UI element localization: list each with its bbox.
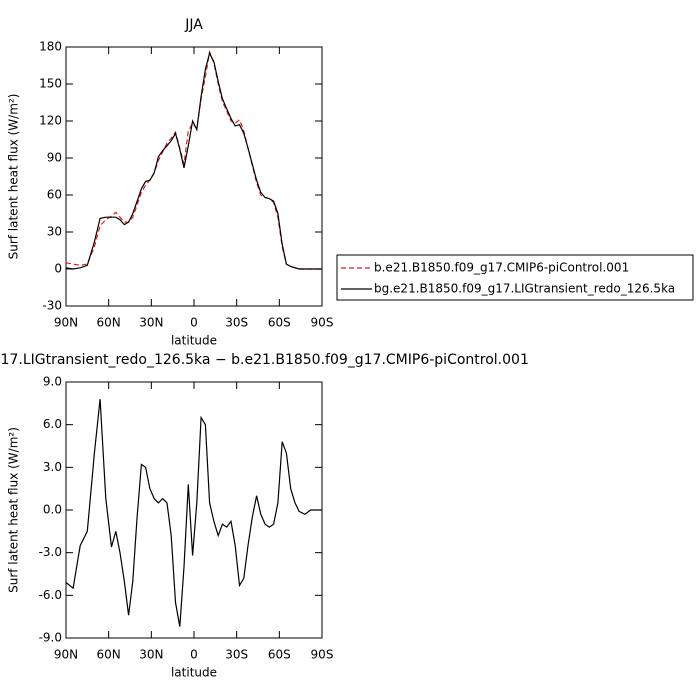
x-tick-label: 60S (268, 648, 291, 662)
y-axis-label: Surf latent heat flux (W/m²) (7, 94, 21, 260)
chart-title: JJA (184, 17, 203, 33)
y-axis-label: Surf latent heat flux (W/m²) (7, 427, 21, 593)
x-tick-label: 60N (97, 316, 121, 330)
y-tick-label: -3.0 (39, 545, 62, 559)
legend-box (336, 254, 694, 301)
y-tick-label: 90 (47, 151, 62, 165)
y-tick-label: 0.0 (43, 503, 62, 517)
y-tick-label: 120 (39, 114, 62, 128)
x-tick-label: 90N (54, 316, 78, 330)
x-tick-label: 90S (311, 648, 334, 662)
x-tick-label: 0 (190, 316, 198, 330)
y-tick-label: 180 (39, 40, 62, 54)
x-tick-label: 90N (54, 648, 78, 662)
x-tick-label: 30N (139, 648, 163, 662)
y-tick-label: 9.0 (43, 375, 62, 389)
legend-label: b.e21.B1850.f09_g17.CMIP6-piControl.001 (374, 261, 629, 275)
series-line (65, 49, 322, 270)
x-tick-label: 30S (225, 648, 248, 662)
x-tick-label: 30S (225, 316, 248, 330)
y-tick-label: 6.0 (43, 417, 62, 431)
y-tick-label: -9.0 (39, 631, 62, 645)
y-tick-label: 30 (47, 225, 62, 239)
y-tick-label: 60 (47, 188, 62, 202)
legend-label: bg.e21.B1850.f09_g17.LIGtransient_redo_1… (374, 282, 675, 296)
x-axis-label: latitude (171, 334, 217, 348)
y-tick-label: 150 (39, 77, 62, 91)
y-tick-label: 3.0 (43, 460, 62, 474)
series-line (65, 399, 322, 627)
plot-frame (65, 46, 323, 307)
chart-title: bg.e21.B1850.f09_g17.LIGtransient_redo_1… (0, 352, 529, 368)
x-tick-label: 30N (139, 316, 163, 330)
y-tick-label: -6.0 (39, 588, 62, 602)
x-tick-label: 90S (311, 316, 334, 330)
y-tick-label: -30 (42, 299, 62, 313)
x-tick-label: 60S (268, 316, 291, 330)
x-tick-label: 60N (97, 648, 121, 662)
y-tick-label: 0 (54, 262, 62, 276)
x-tick-label: 0 (190, 648, 198, 662)
x-axis-label: latitude (171, 666, 217, 680)
series-line (65, 51, 322, 270)
plot-frame (65, 381, 323, 639)
